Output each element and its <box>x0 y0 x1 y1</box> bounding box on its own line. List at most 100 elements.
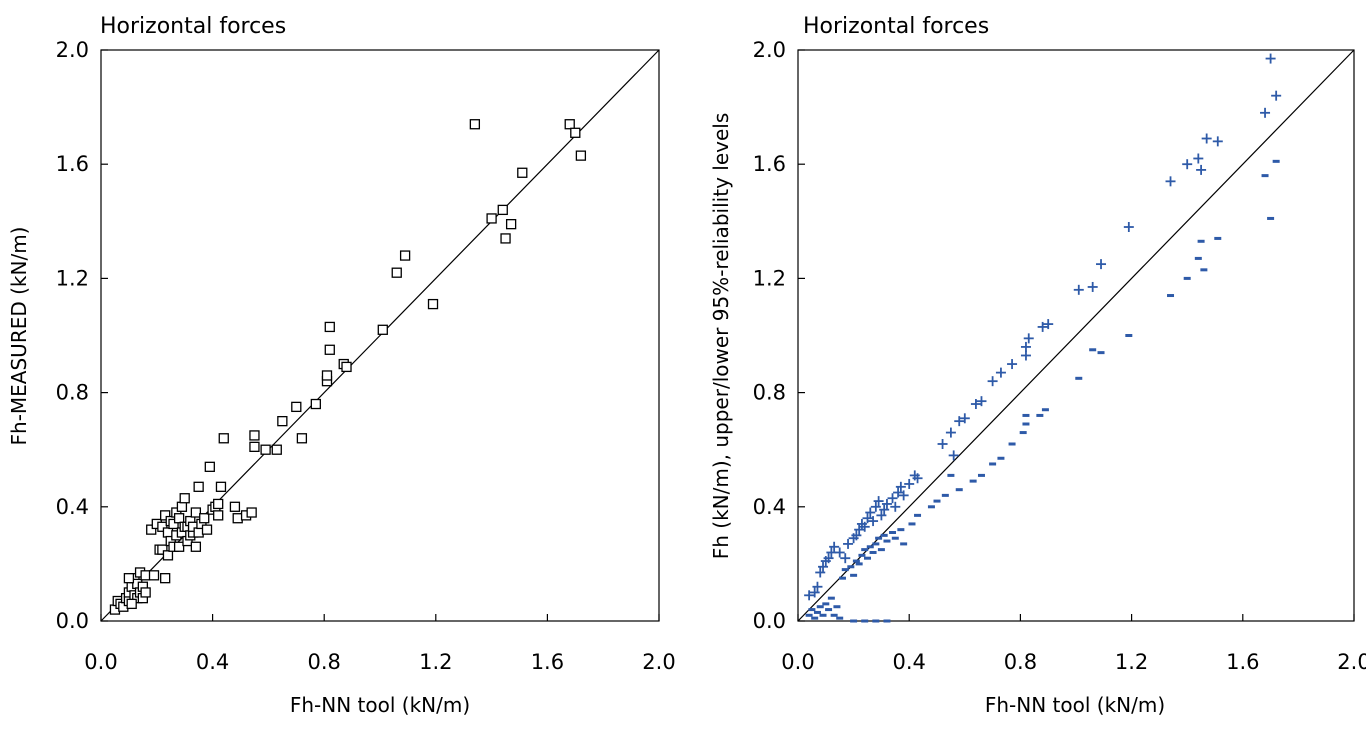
data-point-square <box>140 570 151 581</box>
left-x-axis-label: Fh-NN tool (kN/m) <box>290 693 470 717</box>
data-point-square <box>140 587 151 598</box>
data-point-square <box>162 550 174 561</box>
right-x-tick-label: 0.8 <box>1004 650 1037 674</box>
data-point-plus <box>895 481 906 492</box>
data-point-square <box>324 344 335 355</box>
data-point-plus <box>868 516 879 527</box>
data-point-plus <box>818 561 829 572</box>
data-point-square <box>168 518 179 530</box>
data-point-plus <box>873 496 884 507</box>
right-y-axis-label: Fh (kN/m), upper/lower 95%-reliability l… <box>709 113 733 560</box>
right-x-axis-label: Fh-NN tool (kN/m) <box>985 693 1165 717</box>
data-point-plus <box>870 501 881 512</box>
left-x-tick-label: 0.8 <box>307 650 340 674</box>
right-y-tick-label: 0.8 <box>753 381 786 405</box>
data-point-plus <box>1196 164 1207 175</box>
data-point-square <box>469 119 481 130</box>
data-point-square <box>199 513 210 524</box>
data-point-plus <box>1007 359 1018 370</box>
data-point-plus <box>851 530 862 541</box>
data-point-square <box>575 150 587 161</box>
data-point-square <box>190 541 202 552</box>
data-point-square <box>310 398 321 410</box>
left-plot-frame <box>100 49 660 622</box>
left-y-tick-label: 2.0 <box>56 38 89 62</box>
right-y-tick-label: 2.0 <box>753 38 786 62</box>
data-point-plus <box>1212 136 1223 147</box>
data-point-plus <box>887 493 898 504</box>
data-point-plus <box>1096 259 1107 270</box>
data-point-square <box>249 441 260 452</box>
data-point-square <box>246 507 257 518</box>
data-point-square <box>291 401 302 413</box>
left-x-tick-label: 0.4 <box>196 650 229 674</box>
data-point-square <box>321 370 333 381</box>
data-point-plus <box>1260 107 1271 118</box>
data-point-plus <box>1193 153 1204 164</box>
right-y-tick-label: 0.0 <box>753 609 786 633</box>
data-point-square <box>505 219 517 230</box>
left-scatter-points <box>109 119 587 615</box>
data-point-plus <box>840 553 851 564</box>
left-x-tick-label: 1.2 <box>419 650 452 674</box>
data-point-plus <box>1087 281 1098 292</box>
data-point-plus <box>865 507 876 518</box>
right-x-tick-label: 0.0 <box>781 650 814 674</box>
data-point-square <box>486 213 497 224</box>
data-point-plus <box>1037 321 1048 332</box>
data-point-plus <box>843 538 854 549</box>
data-point-square <box>427 298 439 310</box>
data-point-plus <box>1265 53 1276 64</box>
data-point-plus <box>809 587 820 598</box>
data-point-square <box>179 493 190 504</box>
data-point-square <box>341 361 352 373</box>
data-point-plus <box>879 504 890 515</box>
data-point-square <box>190 507 202 518</box>
data-point-square <box>564 119 575 130</box>
data-point-plus <box>812 581 823 592</box>
right-axis-ticks: 0.0 0.4 0.8 1.2 1.6 2.0 0.0 0.4 0.8 1.2 1.6 2.0 <box>753 38 1366 674</box>
data-point-plus <box>970 399 981 410</box>
data-point-square <box>296 433 308 444</box>
right-chart: Horizontal forces 0.0 0.4 0.8 1.2 1.6 2.00.00… <box>709 14 1366 717</box>
data-point-plus <box>954 416 965 427</box>
data-point-plus <box>859 521 870 532</box>
data-point-square <box>277 415 288 427</box>
data-point-square <box>517 167 528 178</box>
data-point-square <box>215 481 227 492</box>
data-point-plus <box>904 478 915 489</box>
data-point-square <box>201 524 213 535</box>
left-y-tick-label: 0.0 <box>56 609 89 633</box>
data-point-plus <box>1201 133 1212 144</box>
data-point-square <box>173 513 185 524</box>
data-point-square <box>500 233 511 244</box>
data-point-plus <box>1182 159 1193 170</box>
data-point-square <box>146 524 157 535</box>
data-point-plus <box>948 450 959 461</box>
data-point-square <box>157 544 168 555</box>
left-x-tick-label: 2.0 <box>642 650 675 674</box>
data-point-square <box>176 501 188 512</box>
right-plot-frame <box>797 49 1355 622</box>
data-point-square <box>157 521 168 532</box>
data-point-plus <box>804 590 815 601</box>
data-point-plus <box>995 367 1006 378</box>
data-point-plus <box>987 376 998 387</box>
left-y-tick-label: 0.4 <box>56 495 89 519</box>
left-x-tick-label: 1.6 <box>531 650 564 674</box>
left-y-tick-label: 1.6 <box>56 152 89 176</box>
data-point-square <box>213 498 224 510</box>
data-point-square <box>123 573 135 584</box>
data-point-plus <box>1271 90 1282 101</box>
data-point-square <box>570 127 581 138</box>
data-point-plus <box>893 487 904 498</box>
data-point-plus <box>976 396 987 407</box>
data-point-plus <box>854 524 865 535</box>
left-x-tick-label: 0.0 <box>84 650 117 674</box>
data-point-square <box>232 513 243 524</box>
right-x-tick-label: 0.4 <box>892 650 925 674</box>
data-point-square <box>399 250 411 261</box>
data-point-square <box>218 433 229 444</box>
right-x-tick-label: 2.0 <box>1337 650 1366 674</box>
